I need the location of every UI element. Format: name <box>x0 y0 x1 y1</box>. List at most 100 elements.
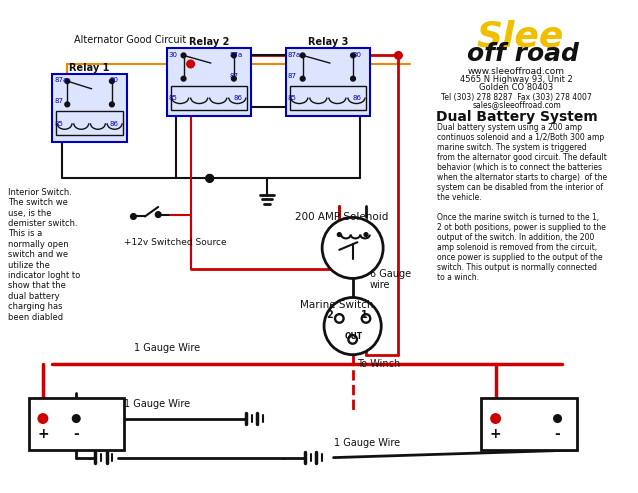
Circle shape <box>65 79 70 83</box>
Text: Once the marine switch is turned to the 1,: Once the marine switch is turned to the … <box>436 213 598 222</box>
Circle shape <box>73 415 80 423</box>
Circle shape <box>351 53 355 58</box>
Text: 200 AMP Solenoid: 200 AMP Solenoid <box>295 211 389 222</box>
Text: -: - <box>554 427 560 441</box>
Bar <box>286 48 370 116</box>
Circle shape <box>65 102 70 107</box>
Text: 1: 1 <box>360 310 367 319</box>
Text: behavior (which is to connect the batteries: behavior (which is to connect the batter… <box>436 163 602 172</box>
Text: switch. This output is normally connected: switch. This output is normally connecte… <box>436 263 597 272</box>
Bar <box>52 73 127 142</box>
Text: 87a: 87a <box>288 52 301 58</box>
Circle shape <box>554 415 561 423</box>
Text: to a winch.: to a winch. <box>436 273 478 282</box>
Text: Interior Switch.
The switch we
use, is the
demister switch.
This is a
normally o: Interior Switch. The switch we use, is t… <box>8 188 80 322</box>
Circle shape <box>232 76 236 81</box>
Bar <box>29 397 124 450</box>
Circle shape <box>394 52 402 59</box>
Bar <box>56 111 123 135</box>
Text: 87a: 87a <box>230 52 243 58</box>
Text: To Winch: To Winch <box>357 359 401 369</box>
Text: marine switch. The system is triggered: marine switch. The system is triggered <box>436 143 586 152</box>
Text: when the alternator starts to charge)  of the: when the alternator starts to charge) of… <box>436 173 607 182</box>
Text: Slee: Slee <box>477 19 564 53</box>
Circle shape <box>232 53 236 58</box>
Text: Golden CO 80403: Golden CO 80403 <box>479 83 554 92</box>
Text: +12v Switched Source: +12v Switched Source <box>124 239 226 247</box>
Text: the vehicle.: the vehicle. <box>436 193 481 202</box>
Text: Marine Switch: Marine Switch <box>300 300 374 311</box>
Text: +: + <box>37 427 48 441</box>
Text: 6 Gauge
wire: 6 Gauge wire <box>370 269 411 290</box>
Text: 1 Gauge Wire: 1 Gauge Wire <box>124 399 190 409</box>
Bar <box>429 13 605 118</box>
Text: system can be disabled from the interior of: system can be disabled from the interior… <box>436 183 603 192</box>
Text: sales@sleeoffroad.com: sales@sleeoffroad.com <box>472 100 561 109</box>
Text: 85: 85 <box>168 96 177 102</box>
Text: output of the switch. In addition, the 200: output of the switch. In addition, the 2… <box>436 233 594 242</box>
Text: Relay 3: Relay 3 <box>308 37 348 47</box>
Text: amp solenoid is removed from the circuit,: amp solenoid is removed from the circuit… <box>436 243 597 252</box>
Circle shape <box>300 53 305 58</box>
Text: 30: 30 <box>110 77 119 83</box>
Circle shape <box>206 175 214 182</box>
Text: once power is supplied to the output of the: once power is supplied to the output of … <box>436 253 602 262</box>
Bar <box>167 48 251 116</box>
Text: 87: 87 <box>288 72 297 78</box>
Text: www.sleeoffroad.com: www.sleeoffroad.com <box>468 67 565 76</box>
Text: +: + <box>490 427 501 441</box>
Text: Relay 2: Relay 2 <box>189 37 229 47</box>
Text: 87: 87 <box>230 72 239 78</box>
Circle shape <box>361 314 371 323</box>
Text: 4565 N Highway 93, Unit 2: 4565 N Highway 93, Unit 2 <box>460 75 573 84</box>
Text: 87a: 87a <box>54 77 68 83</box>
Text: 30: 30 <box>353 52 362 58</box>
Text: 87: 87 <box>54 98 63 105</box>
Text: Dual battery system using a 200 amp: Dual battery system using a 200 amp <box>436 123 581 132</box>
Circle shape <box>131 213 137 219</box>
Text: 86: 86 <box>110 121 119 127</box>
Text: -: - <box>73 427 79 441</box>
Text: 86: 86 <box>353 96 362 102</box>
Circle shape <box>181 53 186 58</box>
Circle shape <box>491 414 500 423</box>
Circle shape <box>349 336 357 343</box>
Circle shape <box>334 314 344 323</box>
Bar <box>481 397 577 450</box>
Text: 85: 85 <box>288 96 297 102</box>
Circle shape <box>181 76 186 81</box>
Text: 2 ot both positions, power is supplied to the: 2 ot both positions, power is supplied t… <box>436 223 605 232</box>
Text: Relay 1: Relay 1 <box>70 63 110 72</box>
Circle shape <box>364 233 368 237</box>
Bar <box>170 85 247 109</box>
Text: Alternator Good Circuit: Alternator Good Circuit <box>75 35 186 45</box>
Circle shape <box>351 76 355 81</box>
Circle shape <box>338 233 341 237</box>
Text: 1 Gauge Wire: 1 Gauge Wire <box>134 343 200 353</box>
Text: Tel (303) 278 8287  Fax (303) 278 4007: Tel (303) 278 8287 Fax (303) 278 4007 <box>441 93 592 102</box>
Text: -: - <box>281 453 286 466</box>
Text: from the alternator good circuit. The default: from the alternator good circuit. The de… <box>436 153 606 162</box>
Circle shape <box>324 297 382 354</box>
Circle shape <box>206 175 214 182</box>
Text: 2: 2 <box>327 310 333 319</box>
Text: 85: 85 <box>54 121 63 127</box>
Circle shape <box>110 79 114 83</box>
Circle shape <box>110 102 114 107</box>
Circle shape <box>300 76 305 81</box>
Circle shape <box>38 414 48 423</box>
Circle shape <box>187 60 195 68</box>
Circle shape <box>156 211 161 217</box>
Text: Dual Battery System: Dual Battery System <box>436 110 597 124</box>
Circle shape <box>336 315 343 322</box>
Text: OUT: OUT <box>345 332 363 341</box>
Text: 1 Gauge Wire: 1 Gauge Wire <box>334 438 399 448</box>
Bar <box>290 85 366 109</box>
Text: 86: 86 <box>234 96 242 102</box>
Text: -: - <box>87 453 91 466</box>
Circle shape <box>322 217 383 279</box>
Circle shape <box>348 335 357 344</box>
Circle shape <box>362 315 370 322</box>
Text: off road: off road <box>467 42 579 66</box>
Text: 30: 30 <box>168 52 178 58</box>
